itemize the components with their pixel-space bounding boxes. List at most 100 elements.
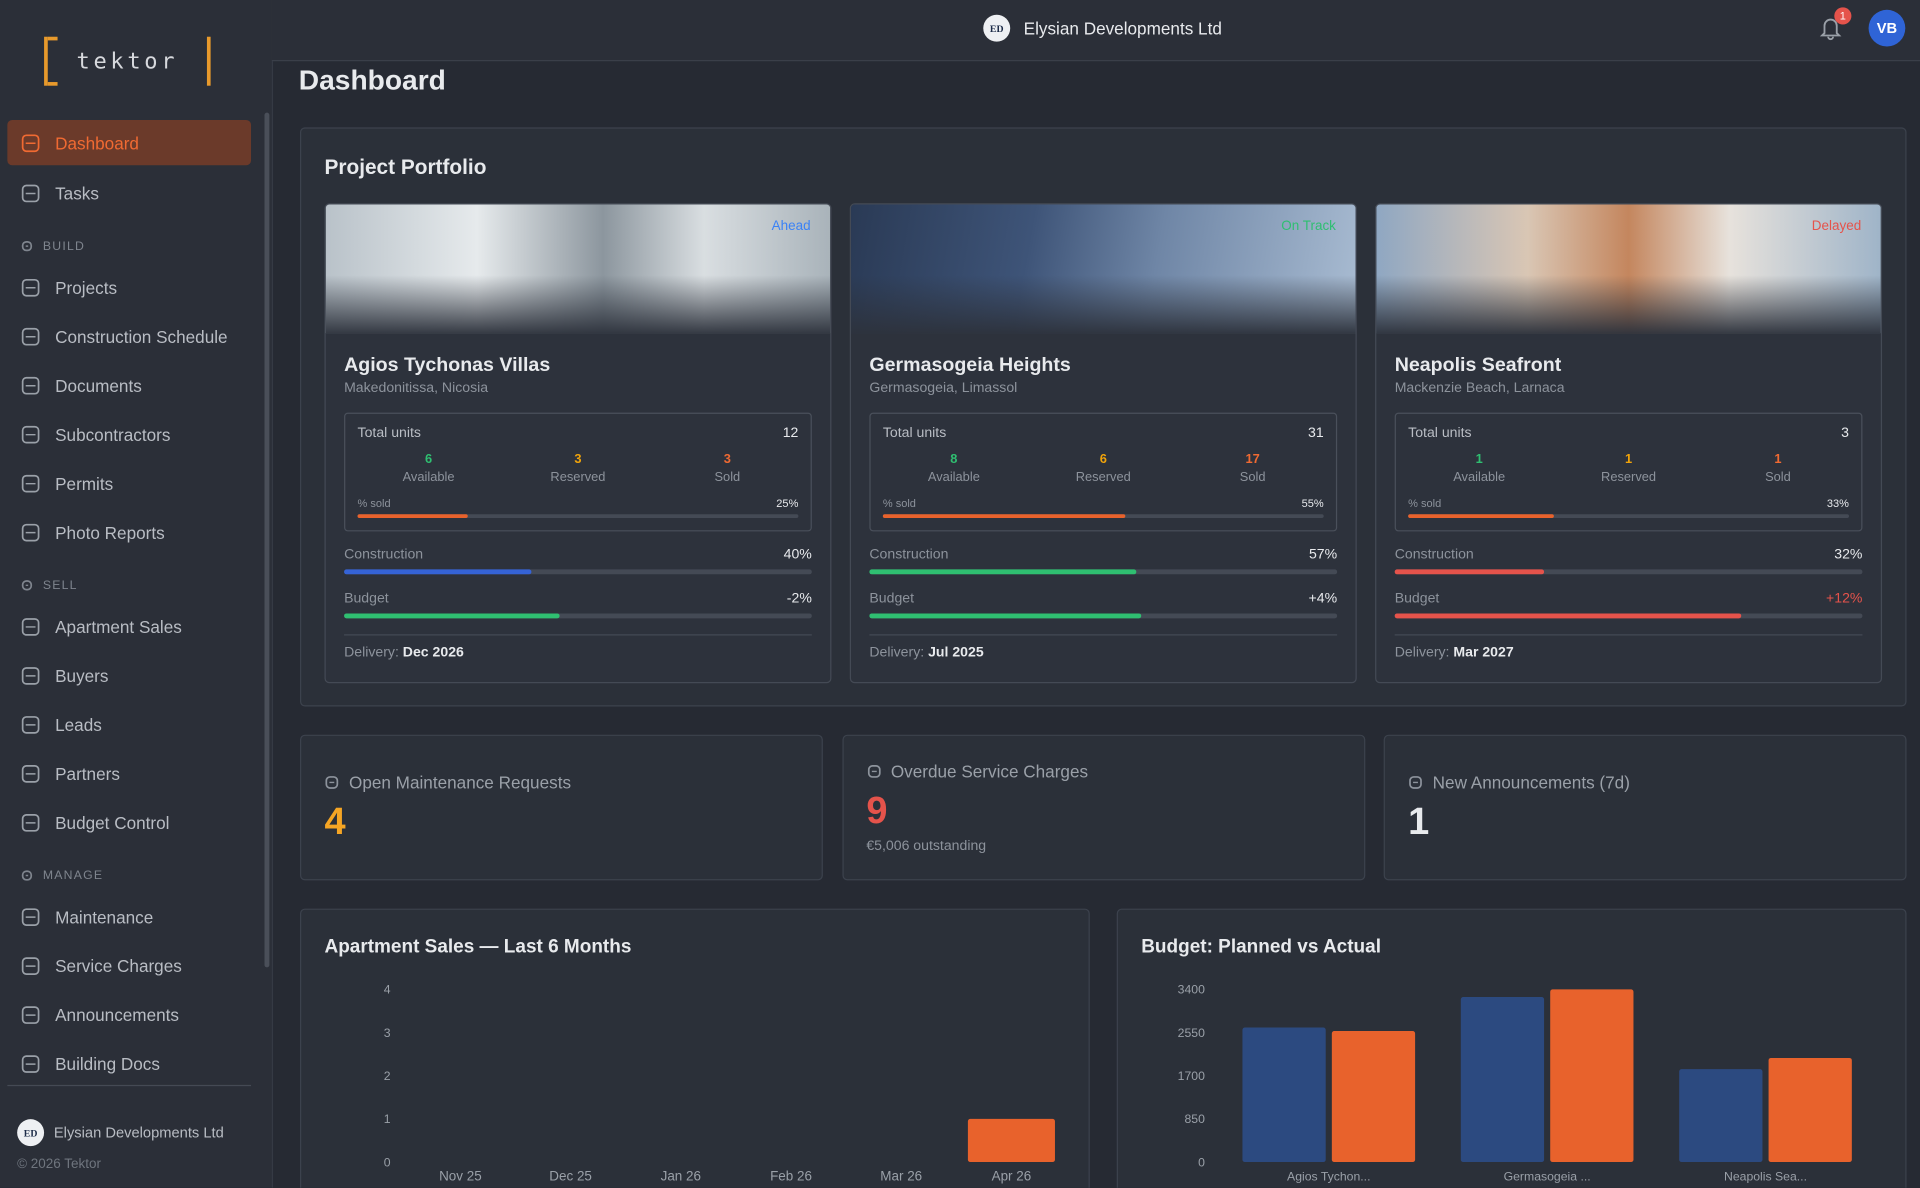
nav-item[interactable]: Documents [7,361,251,410]
icon-shape [21,425,40,444]
total-units: 12 [782,426,799,441]
icon-shape [1409,776,1422,789]
progress-track [869,613,1338,619]
nav-item[interactable]: Projects [7,263,251,312]
nav-item[interactable]: Photo Reports [7,508,251,557]
nav-label: Documents [55,375,142,396]
nav-label: Maintenance [55,907,154,927]
nav-label: Subcontractors [55,424,171,445]
y-tick-label: 3400 [1178,983,1205,997]
progress-track [882,514,1324,518]
kpi-value: 1 [1408,799,1430,843]
label: Total units [882,426,947,441]
nav-label: Service Charges [55,956,182,976]
nav-section: MANAGE [7,847,251,892]
progress-track [869,569,1338,575]
progress-fill [869,613,1141,619]
nav-item[interactable]: Announcements [7,991,251,1040]
nav-item[interactable]: Partners [7,749,251,798]
chart-title: Budget: Planned vs Actual [1141,936,1381,958]
nav-item[interactable]: Maintenance [7,893,251,942]
label: % sold [1408,497,1442,510]
kpi-value: 4 [324,799,346,843]
budget-value: +12% [1826,591,1863,607]
label: Construction [869,547,949,563]
nav-item[interactable]: Service Charges [7,942,251,991]
company-name: Elysian Developments Ltd [1023,18,1222,38]
nav-item[interactable]: Subcontractors [7,410,251,459]
kpi-title-row: Open Maintenance Requests [324,773,571,792]
label: Construction [344,547,424,563]
icon-shape [21,716,40,734]
nav-label: Construction Schedule [55,326,228,347]
company-name: Elysian Developments Ltd [53,1124,224,1142]
icon [325,776,339,789]
unit-label: Reserved [1601,470,1657,485]
nav-item[interactable]: Permits [7,459,251,508]
project-image: On Track [851,204,1356,334]
nav-item[interactable]: Tasks [7,169,251,218]
icon-shape [21,618,40,636]
nav-section-title: SELL [42,579,78,593]
bar [1331,1031,1416,1163]
delivery: Delivery: Mar 2027 [1395,645,1514,660]
units-box: Total units 31 8 Available 6 Reserved 17 Sold % … [869,412,1338,532]
nav-item[interactable]: Construction Schedule [7,312,251,361]
project-card[interactable]: Delayed Neapolis Seafront Mackenzie Beach,… [1375,203,1883,684]
nav-item[interactable]: Buyers [7,651,251,700]
x-tick-label: Neapolis Sea... [1724,1169,1807,1183]
y-tick-label: 2550 [1178,1026,1205,1040]
icon [21,957,40,975]
unit-count: 3 [723,451,731,467]
unit-label: Sold [714,470,741,485]
project-location: Makedonitissa, Nicosia [344,380,489,396]
bar [1460,997,1545,1163]
y-tick-label: 4 [384,983,391,997]
kpi-card: New Announcements (7d) 1 [1383,734,1907,881]
company-badge: ED [17,1119,45,1147]
icon [21,814,40,832]
status-badge: On Track [1281,219,1336,234]
nav-label: Projects [55,277,118,298]
label: % sold [357,497,391,510]
progress-fill [344,613,560,619]
kpi-value: 9 [866,788,888,832]
construction-value: 32% [1834,547,1863,563]
kpi-card: Open Maintenance Requests 4 [300,734,823,881]
bell-icon[interactable] [1819,16,1842,41]
nav-item[interactable]: Building Docs [7,1040,251,1089]
progress-track [344,613,812,619]
kpi-note: €5,006 outstanding [866,838,987,854]
label: Construction [1394,547,1474,563]
y-tick-label: 0 [384,1155,391,1169]
avatar[interactable]: VB [1868,9,1906,47]
nav-item[interactable]: Leads [7,700,251,749]
copyright: © 2026 Tektor [17,1157,101,1172]
icon-shape [21,240,33,252]
nav-label: Photo Reports [55,522,165,543]
nav-item[interactable]: Budget Control [7,798,251,847]
project-card[interactable]: Ahead Agios Tychonas Villas Makedonitissa,… [324,203,832,684]
status-badge: Delayed [1811,219,1862,234]
company-switch[interactable]: ED Elysian Developments Ltd [983,14,1222,42]
bar [1679,1069,1763,1163]
project-card[interactable]: On Track Germasogeia Heights Germasogeia, … [849,203,1357,684]
y-tick-label: 0 [1198,1155,1205,1169]
page-title: Dashboard [298,63,446,96]
icon-shape [21,376,40,395]
construction-value: 57% [1308,547,1338,563]
y-tick-label: 2 [384,1069,391,1083]
project-name: Agios Tychonas Villas [344,355,551,376]
unit-count: 1 [1774,451,1782,467]
project-image: Delayed [1376,204,1881,334]
scrollbar[interactable] [264,112,270,968]
nav-item[interactable]: Apartment Sales [7,602,251,651]
nav-item[interactable]: Dashboard [7,120,252,166]
unit-count: 6 [424,451,433,467]
logo[interactable]: tektor [44,36,211,86]
icon-shape [21,580,33,591]
icon-shape [21,814,40,832]
delivery-date: Jul 2025 [928,645,984,661]
nav-label: Building Docs [55,1054,160,1074]
icon [21,278,40,297]
